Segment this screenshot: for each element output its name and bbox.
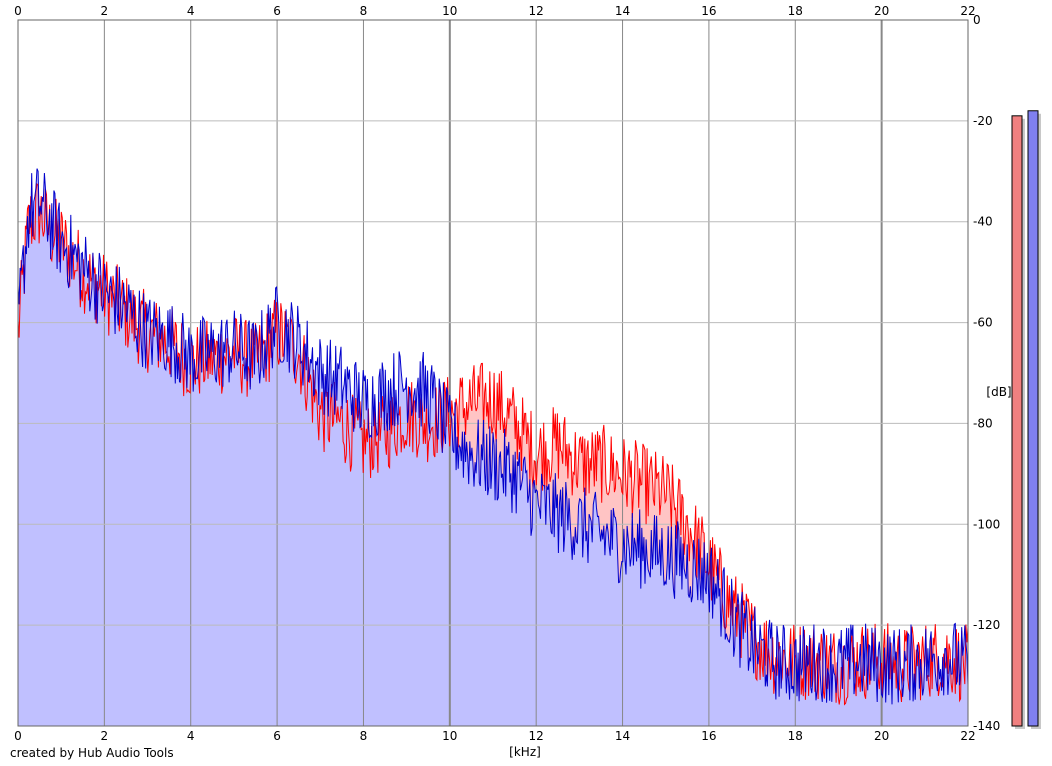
x-tick-label-bottom: 10 (442, 729, 457, 743)
x-tick-label-top: 16 (701, 4, 716, 18)
series-2-line (17, 168, 969, 705)
x-tick-label-top: 8 (360, 4, 368, 18)
x-tick-label-bottom: 18 (788, 729, 803, 743)
x-tick-label-bottom: 14 (615, 729, 630, 743)
x-tick-label-bottom: 20 (874, 729, 889, 743)
x-tick-label-bottom: 12 (529, 729, 544, 743)
x-tick-label-bottom: 4 (187, 729, 195, 743)
y-tick-label: -120 (973, 618, 1000, 632)
x-tick-label-top: 0 (14, 4, 22, 18)
level-meter-bar (1011, 115, 1023, 727)
x-tick-label-top: 10 (442, 4, 457, 18)
x-tick-label-top: 20 (874, 4, 889, 18)
x-tick-label-bottom: 0 (14, 729, 22, 743)
axes: 002244668810101212141416161818202022220-… (14, 4, 1000, 743)
spectrum-lines (17, 168, 969, 706)
x-tick-label-bottom: 16 (701, 729, 716, 743)
level-meter-bar (1027, 110, 1039, 727)
x-tick-label-bottom: 6 (273, 729, 281, 743)
level-meters (1011, 110, 1041, 730)
x-tick-label-top: 18 (788, 4, 803, 18)
plot-border (17, 19, 969, 727)
x-tick-label-top: 2 (101, 4, 109, 18)
y-tick-label: -20 (973, 114, 993, 128)
y-tick-label: -140 (973, 719, 1000, 733)
x-tick-label-bottom: 2 (101, 729, 109, 743)
x-tick-label-top: 6 (273, 4, 281, 18)
y-axis-label: [dB] (986, 385, 1011, 399)
y-tick-label: -80 (973, 416, 993, 430)
x-axis-label: [kHz] (509, 745, 541, 759)
x-tick-label-top: 22 (960, 4, 975, 18)
x-tick-label-bottom: 8 (360, 729, 368, 743)
x-tick-label-top: 14 (615, 4, 630, 18)
credit-text: created by Hub Audio Tools (10, 746, 174, 760)
x-tick-label-bottom: 22 (960, 729, 975, 743)
x-tick-label-top: 4 (187, 4, 195, 18)
y-tick-label: -60 (973, 316, 993, 330)
x-tick-label-top: 12 (529, 4, 544, 18)
y-tick-label: -100 (973, 517, 1000, 531)
y-tick-label: 0 (973, 13, 981, 27)
y-tick-label: -40 (973, 215, 993, 229)
